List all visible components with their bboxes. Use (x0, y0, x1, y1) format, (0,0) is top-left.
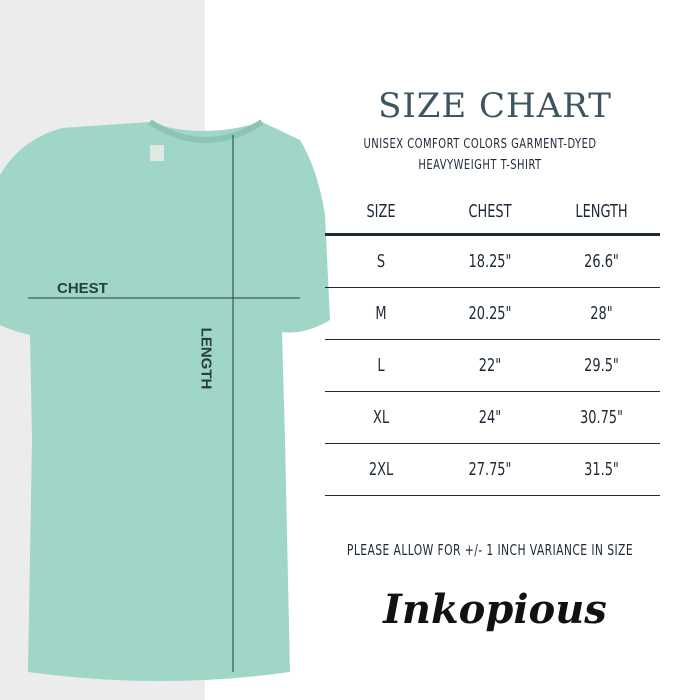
cell-chest: 22" (478, 355, 502, 376)
table-header: SIZE CHEST LENGTH (325, 190, 660, 236)
variance-note: PLEASE ALLOW FOR +/- 1 INCH VARIANCE IN … (346, 541, 634, 559)
cell-chest: 27.75" (468, 459, 512, 480)
cell-chest: 18.25" (468, 251, 512, 272)
length-label: LENGTH (197, 327, 215, 390)
cell-length: 26.6" (584, 251, 619, 272)
cell-length: 31.5" (584, 459, 619, 480)
cell-size: XL (372, 407, 390, 428)
column-header-chest: CHEST (468, 201, 512, 222)
cell-length: 29.5" (584, 355, 619, 376)
table-row: L 22" 29.5" (325, 340, 660, 392)
page-title: SIZE CHART (378, 86, 612, 126)
table-row: 2XL 27.75" 31.5" (325, 444, 660, 496)
cell-length: 28" (590, 303, 613, 324)
subtitle-line-2: HEAVYWEIGHT T-SHIRT (418, 157, 542, 173)
shirt-tag (150, 145, 164, 161)
subtitle-line-1: UNISEX COMFORT COLORS GARMENT-DYED (363, 136, 597, 152)
cell-size: L (377, 355, 385, 376)
cell-length: 30.75" (579, 407, 624, 428)
subtitle: UNISEX COMFORT COLORS GARMENT-DYED HEAVY… (349, 134, 611, 176)
column-header-length: LENGTH (575, 201, 628, 222)
cell-size: M (375, 303, 387, 324)
brand-logo-text: Inkopious (382, 586, 607, 633)
table-row: M 20.25" 28" (325, 288, 660, 340)
cell-chest: 20.25" (468, 303, 512, 324)
cell-size: S (376, 251, 386, 272)
table-row: XL 24" 30.75" (325, 392, 660, 444)
chest-label: CHEST (57, 280, 108, 297)
cell-size: 2XL (368, 459, 394, 480)
cell-chest: 24" (478, 407, 502, 428)
table-row: S 18.25" 26.6" (325, 236, 660, 288)
column-header-size: SIZE (366, 201, 396, 222)
brand-logo: Inkopious (382, 586, 607, 633)
size-table: SIZE CHEST LENGTH S 18.25" 26.6" M 20.25" 28… (325, 190, 660, 496)
